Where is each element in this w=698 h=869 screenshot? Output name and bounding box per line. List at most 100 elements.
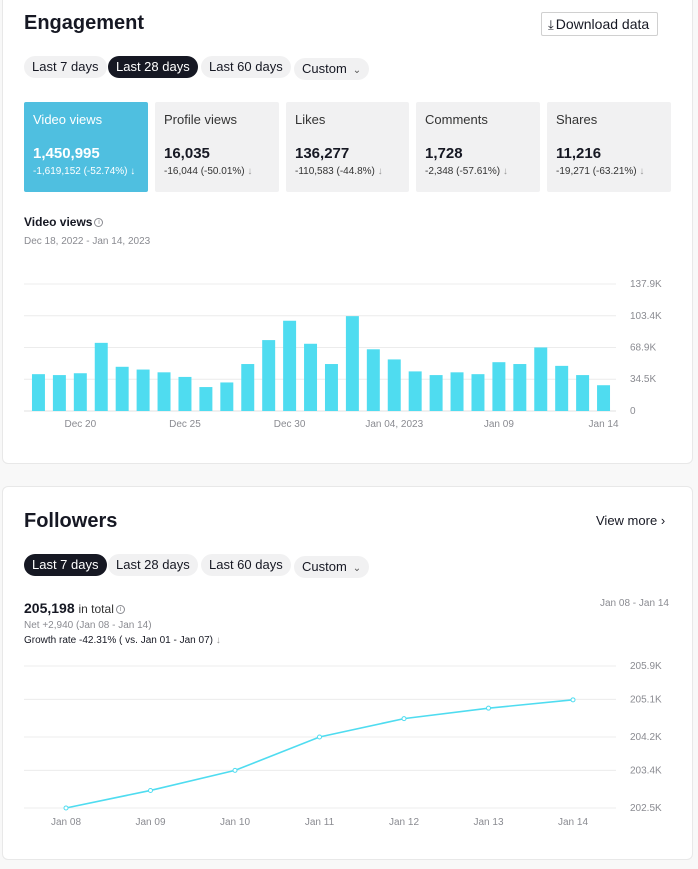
metric-label: Shares xyxy=(556,112,598,127)
metric-delta: -19,271 (-63.21%) ↓ xyxy=(556,166,645,177)
y-tick-label: 103.4K xyxy=(630,311,662,322)
bar[interactable] xyxy=(94,342,108,411)
bar[interactable] xyxy=(534,347,548,411)
info-icon[interactable]: i xyxy=(94,218,104,228)
metric-delta: -2,348 (-57.61%) ↓ xyxy=(425,166,508,177)
video-views-date-range: Dec 18, 2022 - Jan 14, 2023 xyxy=(24,236,151,247)
eng-range-28-days[interactable]: Last 28 days xyxy=(108,56,198,78)
y-tick-label: 202.5K xyxy=(630,803,662,814)
y-tick-label: 34.5K xyxy=(630,374,656,385)
metric-label: Likes xyxy=(295,112,326,127)
bar[interactable] xyxy=(345,316,359,411)
data-point[interactable] xyxy=(570,697,576,703)
followers-title: Followers xyxy=(24,510,118,532)
x-tick-label: Jan 11 xyxy=(305,817,335,828)
x-tick-label: Jan 08 xyxy=(51,817,81,828)
metric-card-profile-views[interactable]: Profile views 16,035 -16,044 (-50.01%) ↓ xyxy=(155,102,279,192)
bar[interactable] xyxy=(387,359,401,411)
chevron-right-icon: › xyxy=(660,513,666,528)
video-views-chart-title: Video views i xyxy=(24,215,104,229)
followers-date-range: Jan 08 - Jan 14 xyxy=(600,598,669,609)
arrow-down-icon: ↓ xyxy=(377,166,383,177)
chevron-down-icon: ⌄ xyxy=(352,65,362,76)
bar[interactable] xyxy=(513,364,527,411)
eng-range-60-days[interactable]: Last 60 days xyxy=(201,56,291,78)
y-tick-label: 203.4K xyxy=(630,765,662,776)
download-data-button[interactable]: ⤓ Download data xyxy=(541,12,659,36)
metric-card-video-views[interactable]: Video views 1,450,995 -1,619,152 (-52.74… xyxy=(24,102,148,192)
data-point[interactable] xyxy=(317,734,322,740)
followers-series-line xyxy=(65,699,574,809)
bar[interactable] xyxy=(429,375,443,411)
download-data-label: Download data xyxy=(555,16,650,32)
download-icon: ⤓ xyxy=(548,17,554,32)
bar[interactable] xyxy=(157,372,171,411)
x-tick-label: Dec 25 xyxy=(169,419,201,430)
bar[interactable] xyxy=(52,375,66,411)
fol-custom-label: Custom xyxy=(302,559,347,574)
bar[interactable] xyxy=(471,374,485,411)
followers-net: Net +2,940 (Jan 08 - Jan 14) xyxy=(24,620,152,631)
data-point[interactable] xyxy=(148,787,153,793)
bar[interactable] xyxy=(304,343,318,411)
metric-value: 136,277 xyxy=(295,145,350,162)
arrow-down-icon: ↓ xyxy=(247,166,253,177)
bar[interactable] xyxy=(115,366,129,411)
bar[interactable] xyxy=(31,374,45,411)
eng-range-7-days[interactable]: Last 7 days xyxy=(24,56,107,78)
metric-label: Comments xyxy=(425,112,488,127)
eng-range-custom[interactable]: Custom ⌄ xyxy=(294,58,370,80)
metric-value: 1,728 xyxy=(425,145,463,162)
bar[interactable] xyxy=(450,372,464,411)
x-tick-label: Jan 10 xyxy=(220,817,250,828)
engagement-title: Engagement xyxy=(24,12,145,34)
fol-range-60-days[interactable]: Last 60 days xyxy=(201,554,291,576)
followers-total-value: 205,198 xyxy=(24,600,75,616)
metric-value: 11,216 xyxy=(556,145,602,162)
data-point[interactable] xyxy=(401,716,407,722)
metric-delta: -16,044 (-50.01%) ↓ xyxy=(164,166,253,177)
metric-delta: -1,619,152 (-52.74%) ↓ xyxy=(33,166,136,177)
metric-label: Profile views xyxy=(164,112,237,127)
bar[interactable] xyxy=(136,369,150,411)
y-tick-label: 205.9K xyxy=(630,661,662,672)
metric-delta: -110,583 (-44.8%) ↓ xyxy=(295,166,383,177)
bar[interactable] xyxy=(366,349,380,411)
view-more-link[interactable]: View more › xyxy=(596,513,666,528)
bar[interactable] xyxy=(408,371,422,411)
arrow-down-icon: ↓ xyxy=(215,635,221,646)
bar[interactable] xyxy=(324,364,338,411)
data-point[interactable] xyxy=(486,705,491,711)
x-tick-label: Dec 20 xyxy=(64,419,96,430)
x-tick-label: Jan 09 xyxy=(135,817,165,828)
bar[interactable] xyxy=(178,376,192,411)
bar[interactable] xyxy=(597,385,611,411)
fol-range-7-days[interactable]: Last 7 days xyxy=(24,554,107,576)
bar[interactable] xyxy=(73,373,87,411)
video-views-bar-chart: 0 34.5K 68.9K 103.4K 137.9K Dec 20 Dec 25 Dec 3… xyxy=(24,279,662,430)
data-point[interactable] xyxy=(63,805,69,811)
metric-card-shares[interactable]: Shares 11,216 -19,271 (-63.21%) ↓ xyxy=(547,102,671,192)
x-tick-label: Dec 30 xyxy=(274,419,306,430)
metric-card-likes[interactable]: Likes 136,277 -110,583 (-44.8%) ↓ xyxy=(286,102,409,192)
bar[interactable] xyxy=(262,340,276,411)
bar[interactable] xyxy=(576,375,590,411)
bar[interactable] xyxy=(492,362,506,411)
bar[interactable] xyxy=(199,387,213,411)
y-tick-label: 68.9K xyxy=(630,343,656,354)
followers-growth-rate: Growth rate -42.31% ( vs. Jan 01 - Jan 0… xyxy=(24,635,221,646)
bar[interactable] xyxy=(555,365,569,411)
fol-range-28-days[interactable]: Last 28 days xyxy=(108,554,198,576)
info-icon[interactable]: i xyxy=(115,604,125,614)
bar[interactable] xyxy=(220,382,234,411)
bar[interactable] xyxy=(283,320,297,411)
data-point[interactable] xyxy=(232,767,238,773)
x-tick-label: Jan 04, 2023 xyxy=(365,419,423,430)
fol-range-custom[interactable]: Custom ⌄ xyxy=(294,556,370,578)
metric-card-comments[interactable]: Comments 1,728 -2,348 (-57.61%) ↓ xyxy=(416,102,540,192)
x-tick-label: Jan 09 xyxy=(484,419,514,430)
x-tick-label: Jan 14 xyxy=(589,419,619,430)
bar[interactable] xyxy=(241,364,255,411)
x-tick-label: Jan 13 xyxy=(473,817,503,828)
chevron-down-icon: ⌄ xyxy=(352,563,362,574)
